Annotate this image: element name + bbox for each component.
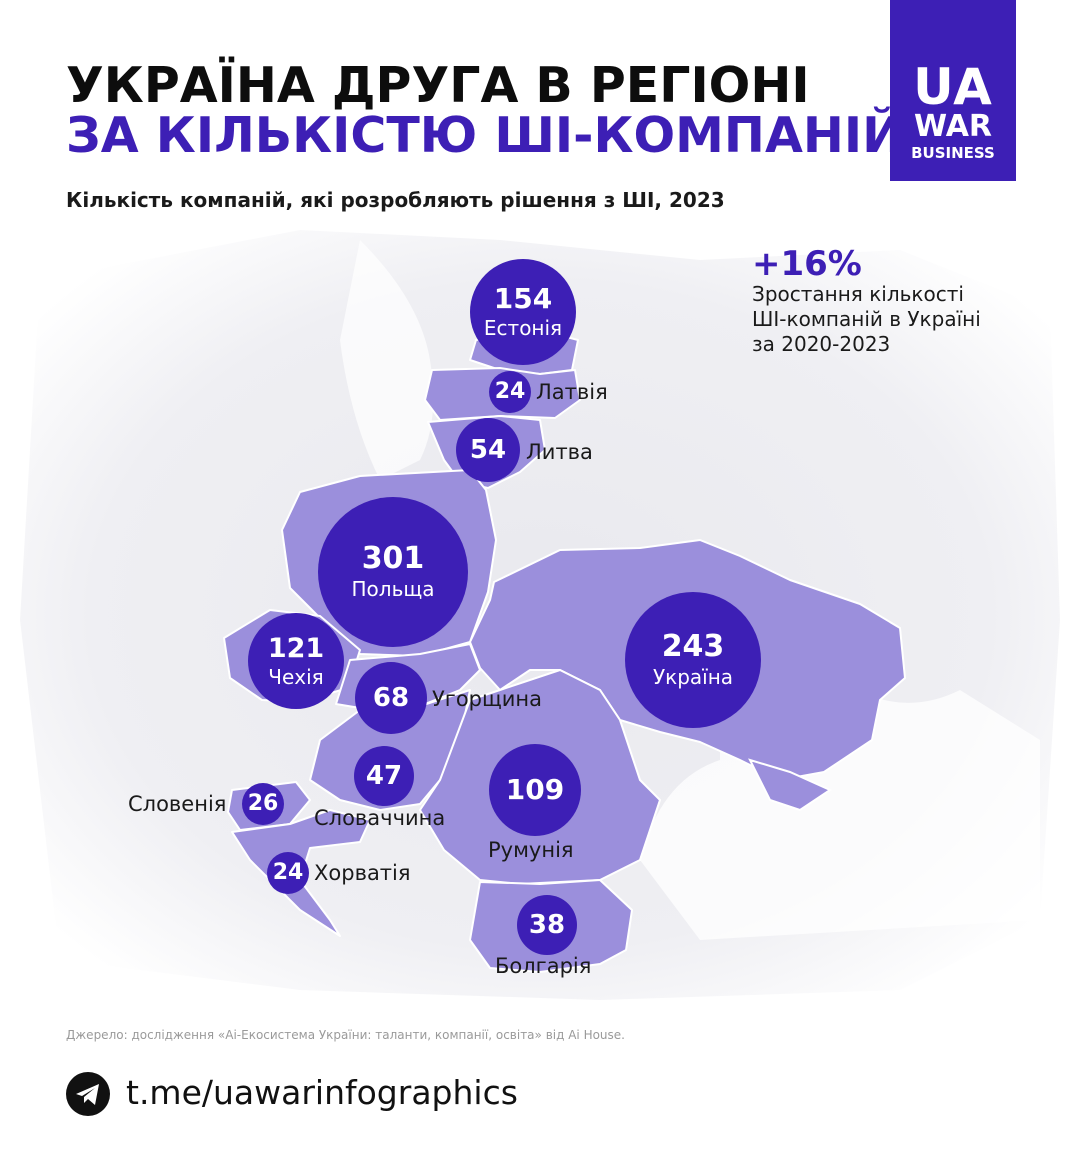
country-label-slovenia: Словенія	[128, 792, 227, 816]
bubble-lithuania: 54	[456, 418, 520, 482]
country-label-romania: Румунія	[488, 838, 574, 862]
bubble-value-latvia: 24	[494, 379, 526, 404]
stat-description: Зростання кількості ШІ-компаній в Україн…	[752, 282, 1052, 357]
logo-line-2: WAR	[913, 109, 993, 144]
bubble-label-estonia: Естонія	[483, 316, 563, 340]
country-label-bulgaria: Болгарія	[495, 954, 592, 978]
bubble-value-ukraine: 243	[661, 629, 725, 664]
bubble-label-ukraine: Україна	[652, 665, 734, 689]
logo-line-1: UA	[913, 58, 993, 116]
country-label-latvia: Латвія	[536, 380, 608, 404]
country-label-croatia: Хорватія	[314, 861, 411, 885]
bubble-romania: 109	[489, 744, 581, 836]
title-line-1: УКРАЇНА ДРУГА В РЕГІОНІ	[66, 57, 810, 114]
country-label-hungary: Угорщина	[432, 687, 543, 711]
stat-description-line: за 2020-2023	[752, 332, 891, 356]
map-area: 154 Естонія 24 Латвія 54 Литва 301 Польща 121 Чех…	[0, 220, 1080, 1020]
source-note: Джерело: дослідження «Аі-Екосистема Укра…	[66, 1028, 625, 1042]
bubble-czechia: 121 Чехія	[248, 613, 344, 709]
bubble-label-czechia: Чехія	[268, 664, 324, 689]
bubble-value-lithuania: 54	[469, 435, 507, 465]
bubble-value-poland: 301	[361, 541, 425, 576]
bubble-latvia: 24	[489, 371, 531, 413]
bubble-slovenia: 26	[242, 783, 284, 825]
stat-description-line: ШІ-компаній в Україні	[752, 307, 981, 331]
bubble-poland: 301 Польща	[318, 497, 468, 647]
bubble-value-hungary: 68	[372, 683, 410, 713]
stat-description-line: Зростання кількості	[752, 282, 964, 306]
bubble-croatia: 24	[267, 852, 309, 894]
bubble-label-poland: Польща	[351, 577, 435, 601]
telegram-link[interactable]: t.me/uawarinfographics	[126, 1073, 518, 1112]
stat-value: +16%	[752, 244, 862, 284]
bubble-bulgaria: 38	[517, 895, 577, 955]
bubble-hungary: 68	[355, 662, 427, 734]
country-label-lithuania: Литва	[526, 440, 593, 464]
logo-line-3: BUSINESS	[911, 144, 995, 162]
bubble-value-bulgaria: 38	[528, 910, 566, 940]
bubble-value-estonia: 154	[493, 282, 553, 315]
bubble-estonia: 154 Естонія	[470, 259, 576, 365]
country-label-slovakia: Словаччина	[314, 806, 446, 830]
bubble-value-slovakia: 47	[365, 761, 403, 791]
bubble-slovakia: 47	[354, 746, 414, 806]
bubble-value-slovenia: 26	[247, 791, 279, 816]
bubble-value-croatia: 24	[272, 860, 304, 885]
telegram-icon[interactable]	[66, 1072, 110, 1116]
title-line-2: ЗА КІЛЬКІСТЮ ШІ-КОМПАНІЙ	[66, 107, 904, 164]
bubble-value-romania: 109	[505, 773, 565, 806]
bubble-value-czechia: 121	[267, 632, 325, 664]
ua-war-business-logo: UA WAR BUSINESS	[890, 0, 1016, 181]
bubble-ukraine: 243 Україна	[625, 592, 761, 728]
crimea-shape	[748, 758, 833, 812]
subtitle: Кількість компаній, які розробляють ріше…	[66, 188, 725, 212]
